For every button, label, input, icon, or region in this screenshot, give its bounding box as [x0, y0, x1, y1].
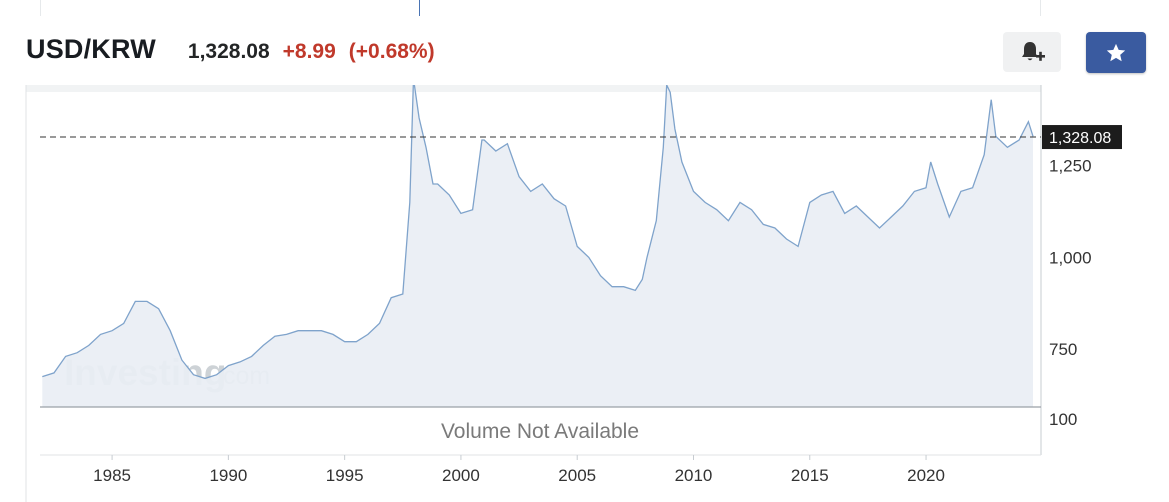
top-tab-indicator	[419, 0, 420, 16]
quote-header: USD/KRW 1,328.08 +8.99 (+0.68%)	[26, 34, 435, 70]
price-axis-tick-label: 1,250	[1049, 157, 1092, 176]
last-price-tag-label: 1,328.08	[1049, 130, 1111, 147]
add-to-watchlist-button[interactable]	[1086, 32, 1146, 73]
top-strip	[0, 0, 1169, 18]
volume-not-available-label: Volume Not Available	[441, 420, 639, 443]
price-area	[42, 85, 1034, 407]
volume-axis-tick: 100	[1049, 410, 1077, 429]
create-alert-button[interactable]	[1003, 32, 1061, 72]
price-axis-tick-label: 750	[1049, 340, 1077, 359]
time-axis-tick-label: 1990	[209, 466, 247, 485]
top-divider	[40, 0, 41, 16]
price-line[interactable]	[42, 85, 1034, 380]
instrument-symbol: USD/KRW	[26, 34, 156, 64]
top-divider	[1040, 0, 1041, 16]
price-axis-ticks: 750 1,000 1,250	[1049, 157, 1092, 359]
time-axis-tick-label: 1995	[326, 466, 364, 485]
price-change-percent: (+0.68%)	[348, 40, 435, 63]
time-axis-tick-label: 1985	[93, 466, 131, 485]
last-price-tag	[1042, 125, 1122, 150]
bell-plus-icon	[1022, 42, 1045, 61]
time-axis-tick-label: 2000	[442, 466, 480, 485]
time-axis-tick-label: 2005	[558, 466, 596, 485]
time-axis-ticks: 1985 1990 1995 2000 2005 2010 2015 2020	[93, 455, 945, 485]
star-icon	[1106, 43, 1126, 61]
time-axis-tick-label: 2020	[907, 466, 945, 485]
price-axis-tick-label: 1,000	[1049, 248, 1092, 267]
price-change: +8.99	[282, 40, 336, 63]
chart-top-shadow	[26, 85, 1041, 92]
last-price: 1,328.08	[187, 40, 270, 63]
time-axis-tick-label: 2015	[791, 466, 829, 485]
time-axis-tick-label: 2010	[675, 466, 713, 485]
